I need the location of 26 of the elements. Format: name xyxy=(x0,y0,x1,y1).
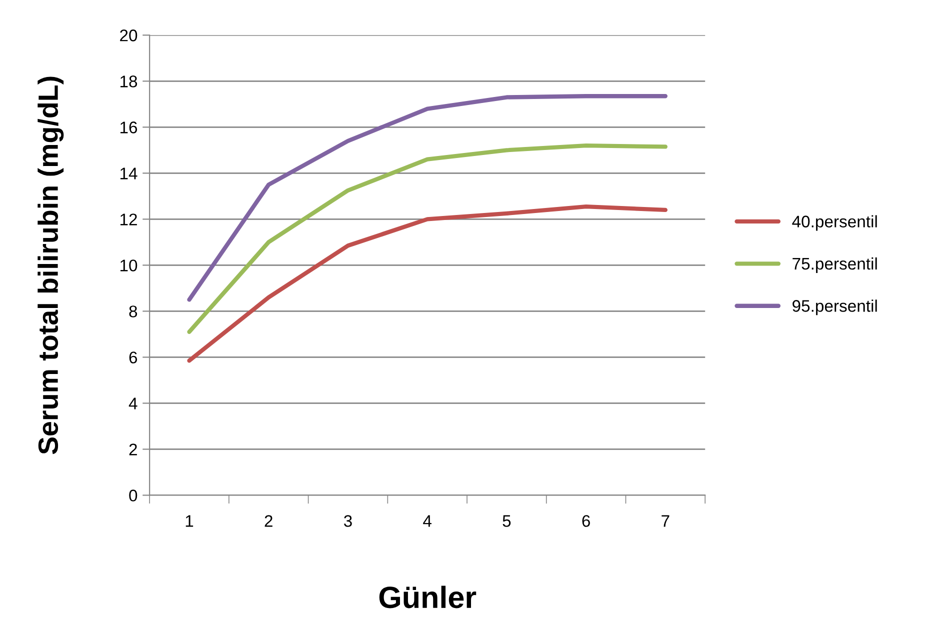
y-tick-label: 4 xyxy=(128,398,138,410)
x-axis-title: Günler xyxy=(379,586,476,608)
x-tick-label: 2 xyxy=(264,515,272,527)
y-tick-label: 14 xyxy=(120,168,138,180)
y-tick-label: 2 xyxy=(129,444,137,456)
y-axis-title: Serum total bilirubin (mg/dL) xyxy=(38,76,64,454)
y-tick-label: 8 xyxy=(129,306,138,318)
y-tick-label: 16 xyxy=(120,122,138,134)
x-tick-label: 3 xyxy=(344,515,352,527)
x-tick-label: 5 xyxy=(502,515,511,527)
y-tick-label: 6 xyxy=(129,352,138,364)
legend-label: 75.persentil xyxy=(792,257,877,273)
x-tick-label: 7 xyxy=(662,515,670,527)
line-series xyxy=(187,143,668,334)
legend-label: 40.persentil xyxy=(792,215,877,231)
x-tick-label: 4 xyxy=(423,515,432,527)
legend-label: 95.persentil xyxy=(792,300,877,316)
y-tick-label: 12 xyxy=(120,214,137,226)
y-tick-label: 18 xyxy=(120,76,138,88)
line-series xyxy=(187,94,668,302)
line-series xyxy=(187,204,668,363)
y-tick-label: 20 xyxy=(120,30,138,42)
x-tick-label: 6 xyxy=(582,515,590,527)
y-tick-label: 0 xyxy=(129,490,138,502)
y-tick-label: 10 xyxy=(120,260,138,272)
x-tick-label: 1 xyxy=(186,515,194,527)
